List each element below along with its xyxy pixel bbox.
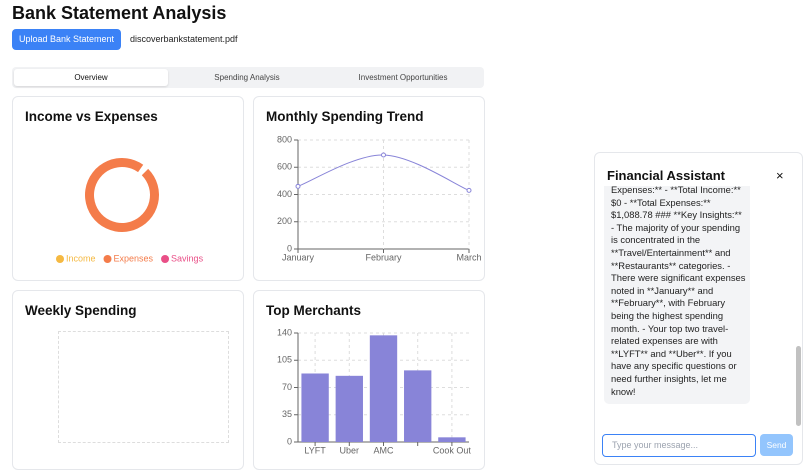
- scrollbar: [796, 346, 801, 426]
- message-line: is concentrated in the: [611, 234, 701, 246]
- card-title: Monthly Spending Trend: [266, 109, 424, 124]
- assistant-message: Expenses:** - **Total Income:** $0 - **To…: [604, 186, 750, 405]
- card: Top Merchants: [253, 290, 485, 470]
- message-line: being the highest spending: [611, 309, 724, 321]
- message-line: There were significant expenses: [611, 272, 746, 284]
- message-line: noted in **January** and: [611, 284, 714, 296]
- message-line: **February**, with February: [611, 297, 726, 309]
- page-title: Bank Statement Analysis: [12, 3, 227, 23]
- message-line: know!: [611, 385, 636, 397]
- message-input[interactable]: Type your message...: [602, 434, 756, 457]
- card-title: Income vs Expenses: [25, 109, 158, 124]
- card: Weekly Spending: [12, 290, 244, 470]
- card: Monthly Spending Trend: [253, 96, 485, 281]
- message-line: related expenses are with: [611, 335, 718, 347]
- message-line: **Restaurants** categories. -: [611, 259, 731, 271]
- send-button[interactable]: Send: [760, 434, 793, 456]
- card-title: Top Merchants: [266, 303, 362, 318]
- chat-panel: Financial Assistant × Expenses:** - **To…: [594, 152, 803, 465]
- message-line: $0 - **Total Expenses:**: [611, 196, 711, 208]
- message-line: **LYFT** and **Uber**. If you: [611, 347, 732, 359]
- message-line: **Travel/Entertainment** and: [611, 246, 731, 258]
- message-line: $1,088.78 ### **Key Insights:**: [611, 209, 742, 221]
- upload-button[interactable]: Upload Bank Statement: [12, 29, 121, 50]
- message-line: have any specific questions or: [611, 360, 737, 372]
- empty-chart-area: [58, 331, 229, 443]
- tab[interactable]: Spending Analysis: [214, 73, 280, 82]
- message-line: month. - Your top two travel-: [611, 322, 729, 334]
- card-title: Weekly Spending: [25, 303, 137, 318]
- chat-title: Financial Assistant: [607, 168, 725, 183]
- tab-bar: Overview Spending Analysis Investment Oppo…: [12, 67, 484, 88]
- chat-messages: Expenses:** - **Total Income:** $0 - **To…: [595, 186, 802, 426]
- tab[interactable]: Overview: [14, 69, 168, 86]
- message-line: need further insights, let me: [611, 372, 727, 384]
- close-button[interactable]: ×: [776, 168, 784, 183]
- tab[interactable]: Investment Opportunities: [358, 73, 448, 82]
- file-name: discoverbankstatement.pdf: [130, 34, 238, 44]
- card: Income vs Expenses: [12, 96, 244, 281]
- message-line: - The majority of your spending: [611, 221, 741, 233]
- message-line: Expenses:** - **Total Income:**: [611, 186, 741, 195]
